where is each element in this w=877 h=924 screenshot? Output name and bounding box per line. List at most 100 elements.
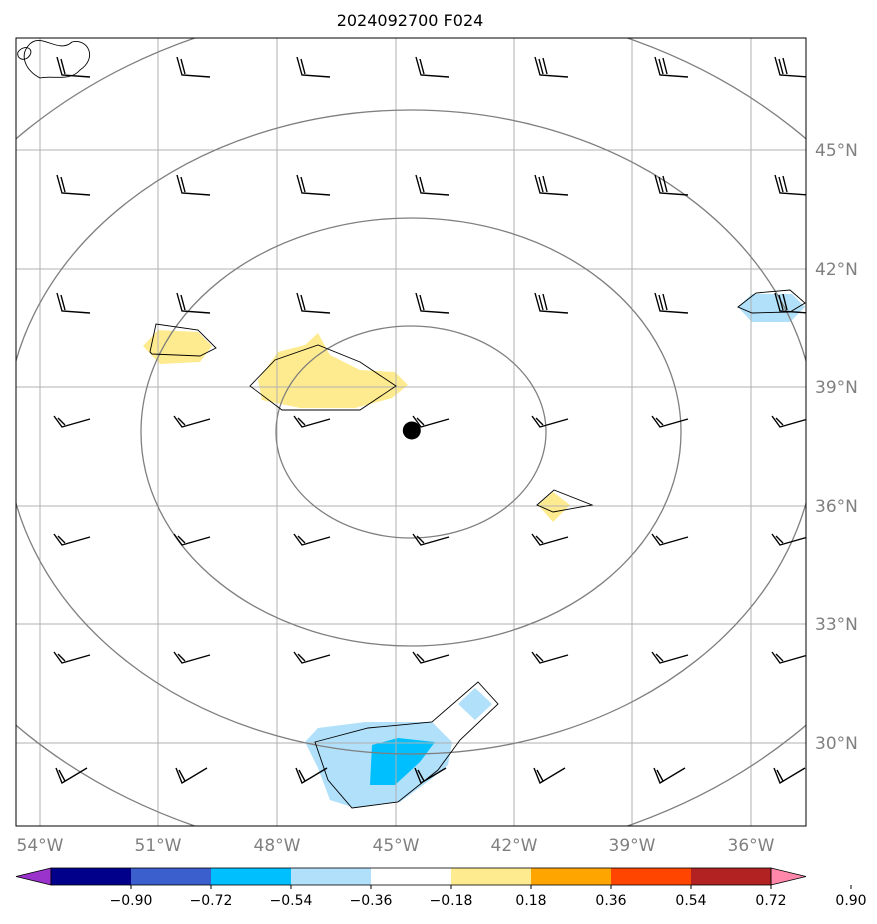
wind-barb (176, 174, 211, 196)
wind-barb (773, 767, 806, 785)
wind-barb (654, 292, 689, 314)
colorbar-segment (291, 868, 372, 885)
wind-barb (651, 651, 689, 664)
wind-barb (296, 292, 331, 314)
colorbar (15, 867, 807, 886)
colorbar-segment (451, 868, 532, 885)
wind-barb (653, 767, 686, 785)
lon-label: 51°W (135, 836, 182, 856)
map-frame (15, 37, 807, 827)
colorbar-tick-label: 0.72 (755, 893, 786, 909)
wind-barb (774, 292, 806, 314)
colorbar-tick-label: −0.72 (190, 893, 233, 909)
wind-barb (56, 174, 91, 196)
wind-barb (56, 56, 91, 78)
wind-barb (56, 292, 91, 314)
colorbar-tick-label: −0.54 (270, 893, 313, 909)
colorbar-segment (131, 868, 212, 885)
wind-barb (415, 56, 450, 78)
lat-label: 36°N (815, 497, 858, 517)
colorbar-extend-min (15, 867, 52, 886)
longitude-labels: 54°W 51°W 48°W 45°W 42°W 39°W 36°W (17, 836, 775, 856)
lon-label: 42°W (491, 836, 538, 856)
wind-barb (531, 415, 569, 428)
wind-barb (771, 533, 806, 546)
figure-title: 2024092700 F024 (337, 11, 484, 30)
colorbar-tick-label: −0.36 (350, 893, 393, 909)
positive-anomaly-patch (258, 333, 408, 408)
wind-barb (533, 767, 566, 785)
colorbar-labels: −0.90 −0.72 −0.54 −0.36 −0.18 0.18 0.36 0.54 0.7… (110, 885, 867, 909)
lon-label: 54°W (17, 836, 64, 856)
wind-barb (412, 415, 450, 428)
wind-barb (173, 651, 211, 664)
wind-barb (412, 651, 450, 664)
storm-center-marker (402, 421, 421, 440)
colorbar-tick-label: 0.54 (675, 893, 706, 909)
colorbar-frame (50, 867, 772, 886)
wind-barb (53, 415, 91, 428)
map-panel (15, 37, 807, 827)
wind-barb (534, 174, 569, 196)
wind-barb (53, 533, 91, 546)
colorbar-segment (371, 868, 452, 885)
colorbar-extend-max (770, 867, 807, 886)
colorbar-tick-label: 0.18 (515, 893, 546, 909)
wind-barb (531, 533, 569, 546)
colorbar-segment (531, 868, 612, 885)
shaded-anomaly-regions (143, 294, 805, 808)
strong-negative-anomaly-patch (370, 738, 435, 785)
lat-label: 45°N (815, 141, 858, 161)
wind-barb (531, 651, 569, 664)
wind-barb (293, 651, 331, 664)
range-rings (16, 38, 806, 826)
lon-label: 48°W (254, 836, 301, 856)
wind-barb (176, 56, 211, 78)
colorbar-segment (211, 868, 292, 885)
wind-barb (651, 533, 689, 546)
wind-barb (414, 767, 447, 785)
wind-barb (296, 174, 331, 196)
wind-barb (55, 767, 88, 785)
anomaly-outlines (17, 40, 806, 809)
wind-barb (774, 174, 806, 196)
positive-anomaly-patch (538, 492, 570, 522)
wind-barb (296, 56, 331, 78)
colorbar-tick-label: 0.90 (835, 893, 866, 909)
lat-label: 33°N (815, 615, 858, 635)
negative-anomaly-patch (458, 688, 492, 720)
wind-barb (173, 415, 211, 428)
wind-barb (53, 651, 91, 664)
wind-barb (771, 415, 806, 428)
wind-barb (534, 292, 569, 314)
wind-barb (415, 292, 450, 314)
lat-label: 39°N (815, 378, 858, 398)
colorbar-segment (51, 868, 132, 885)
wind-barb (293, 415, 331, 428)
wind-barbs (53, 56, 806, 785)
wind-barb (295, 767, 328, 785)
wind-barb (293, 533, 331, 546)
wind-barb (651, 415, 689, 428)
wind-barb (654, 174, 689, 196)
wind-barb (534, 56, 569, 78)
colorbar-tick-label: −0.90 (110, 893, 153, 909)
wind-barb (175, 767, 208, 785)
latitude-labels: 45°N 42°N 39°N 36°N 33°N 30°N (815, 141, 858, 754)
colorbar-segment (691, 868, 772, 885)
lon-label: 36°W (728, 836, 775, 856)
graticule (16, 38, 806, 826)
lon-label: 45°W (373, 836, 420, 856)
wind-barb (173, 533, 211, 546)
wind-barb (654, 56, 689, 78)
wind-barb (771, 651, 806, 664)
colorbar-segment (611, 868, 692, 885)
wind-barb (774, 56, 806, 78)
lat-label: 30°N (815, 734, 858, 754)
wind-barb (412, 533, 450, 546)
lon-label: 39°W (609, 836, 656, 856)
colorbar-tick-label: 0.36 (595, 893, 626, 909)
wind-barb (415, 174, 450, 196)
lat-label: 42°N (815, 260, 858, 280)
